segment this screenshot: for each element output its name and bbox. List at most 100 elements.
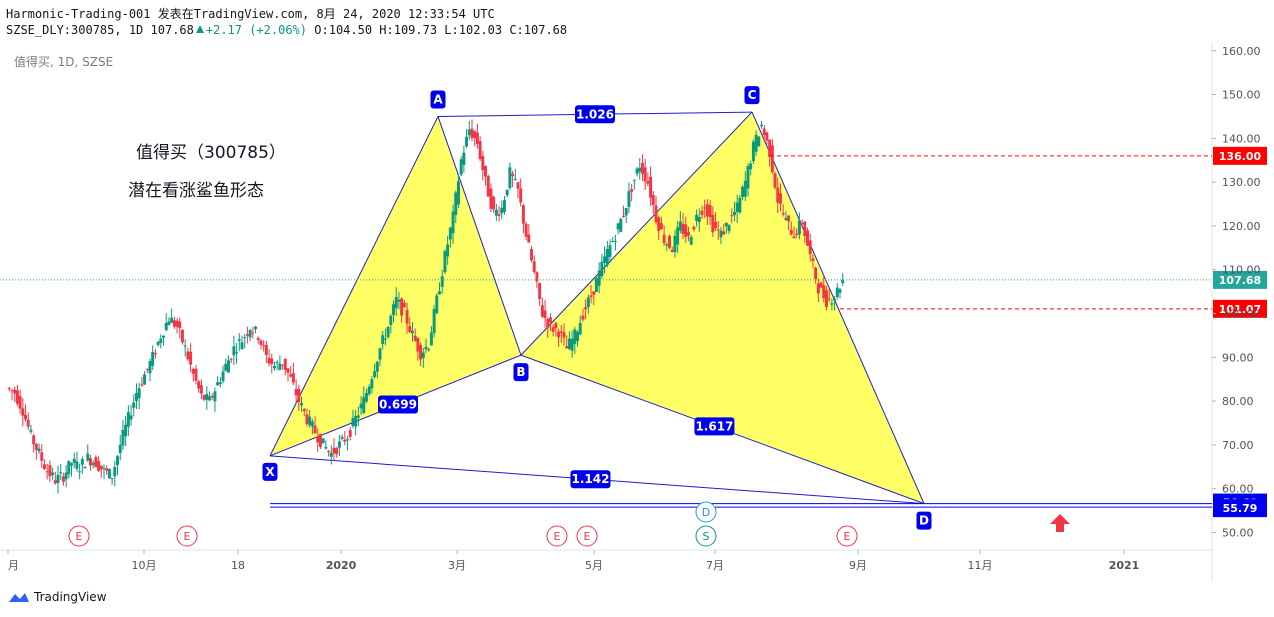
red-up-arrow-shape [1050, 514, 1070, 532]
candle-body [613, 241, 617, 243]
candle-body [808, 240, 812, 255]
candle-body [402, 302, 406, 308]
candle-body [732, 211, 736, 216]
candle-body [530, 248, 533, 261]
candle-body [716, 229, 720, 231]
candle-body [294, 389, 298, 396]
candle-body [210, 396, 214, 398]
candle-body [670, 249, 674, 252]
candle-body [40, 452, 44, 461]
candle-body [383, 338, 387, 340]
candle-body [305, 414, 309, 425]
candle-body [178, 321, 182, 329]
event-marker-d [695, 501, 717, 523]
tradingview-brand[interactable]: TradingView [8, 590, 107, 604]
y-tick-label: 120.00 [1222, 220, 1261, 233]
leg-ab [437, 116, 522, 356]
leg-cd [751, 111, 925, 504]
candle-body [524, 223, 528, 237]
candle-body [803, 221, 807, 236]
candle-body [232, 346, 236, 356]
candle-body [833, 299, 837, 301]
candle-body [446, 244, 450, 257]
candle-body [632, 179, 636, 181]
candle-body [603, 256, 607, 263]
candle-body [218, 382, 222, 385]
candle-body [454, 192, 458, 215]
candle-body [99, 465, 103, 470]
candle-body [367, 386, 371, 395]
candle-body [354, 415, 358, 427]
candle-body [243, 337, 247, 339]
candle-body [673, 235, 677, 252]
candle-body [784, 218, 788, 220]
candle-body [703, 207, 707, 209]
candle-body [272, 366, 276, 369]
candle-body [657, 217, 661, 231]
candle-body [484, 165, 487, 177]
candle-body [186, 351, 190, 360]
candle-body [473, 131, 477, 138]
candle-body [814, 267, 818, 280]
candle-body [410, 330, 414, 334]
candle-body [502, 200, 506, 212]
candle-body [624, 207, 628, 216]
candle-body [622, 215, 625, 217]
tradingview-logo-icon [9, 593, 29, 602]
candle-body [51, 472, 55, 475]
candle-body [105, 468, 109, 471]
candle-body [465, 136, 469, 147]
candle-body [145, 368, 149, 370]
candle-body [700, 210, 704, 215]
candle-body [581, 315, 585, 320]
candle-body [838, 289, 842, 293]
candle-body [735, 202, 739, 213]
candle-body [741, 186, 745, 198]
candle-body [329, 452, 333, 457]
candle-body [438, 291, 441, 295]
candle-body [297, 388, 301, 403]
event-marker-text: E [844, 530, 851, 543]
point-label-a-bg [430, 90, 446, 109]
candle-body [270, 358, 274, 365]
candle-body [151, 351, 155, 366]
candle-body [743, 180, 747, 197]
candle-body [59, 472, 63, 474]
chart-grid [0, 42, 1213, 582]
candle-body [140, 384, 144, 386]
candle-body [486, 175, 490, 197]
price-label-101-bg [1213, 299, 1267, 318]
point-label-d-bg [916, 511, 932, 530]
candle-body [827, 298, 831, 300]
candle-body [289, 374, 293, 377]
candle-body [686, 232, 690, 236]
candle-body [343, 439, 347, 442]
candle-body [835, 287, 839, 298]
candle-body [576, 331, 579, 342]
candle-body [91, 462, 95, 466]
candle-body [189, 351, 193, 365]
candle-body [532, 261, 536, 273]
candle-body [80, 459, 84, 465]
candle-body [719, 230, 723, 238]
candle-body [324, 446, 328, 449]
candle-body [224, 363, 228, 371]
candle-body [164, 323, 168, 331]
price-label-current-bg [1213, 270, 1267, 289]
candle-body [226, 360, 230, 373]
candle-body [327, 451, 331, 453]
candle-body [665, 244, 669, 246]
candle-body [126, 412, 130, 427]
candle-body [627, 191, 631, 208]
candle-body [797, 220, 801, 235]
candle-body [302, 408, 306, 412]
event-marker-text: E [184, 530, 191, 543]
candle-body [451, 211, 455, 234]
candle-body [749, 163, 753, 170]
candle-body [340, 436, 344, 439]
candle-body [635, 168, 639, 174]
time-axis: 月 10月 18 2020 3月 5月 7月 9月 11月 2021 [7, 550, 1139, 572]
candle-body [364, 393, 368, 402]
